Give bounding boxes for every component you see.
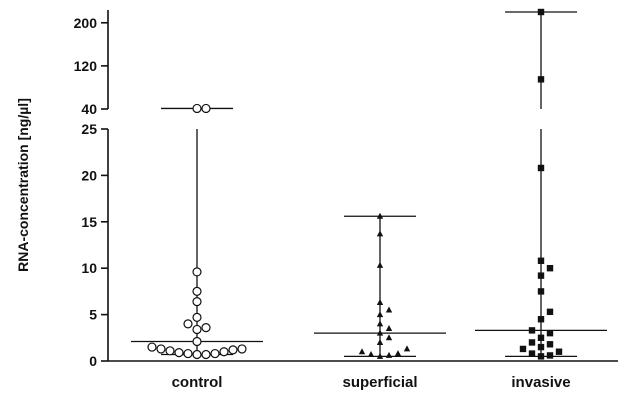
data-point-control xyxy=(192,349,202,360)
data-point-superficial xyxy=(376,212,384,219)
data-point-invasive xyxy=(519,345,527,353)
data-point-invasive xyxy=(537,76,545,83)
x-category-labels: control superficial invasive xyxy=(172,374,571,391)
y-tick-label: 120 xyxy=(74,58,98,74)
data-point-invasive xyxy=(537,257,545,264)
data-point-superficial xyxy=(385,334,393,341)
y-tick-label: 10 xyxy=(81,260,97,276)
data-point-invasive xyxy=(537,343,545,351)
data-point-invasive xyxy=(528,339,536,346)
data-point-superficial xyxy=(376,299,384,306)
data-point-superficial xyxy=(367,351,375,358)
data-point-superficial xyxy=(376,338,384,345)
median-lines xyxy=(131,329,607,343)
data-point-control xyxy=(192,336,202,347)
data-point-superficial xyxy=(385,351,393,358)
data-point-control xyxy=(201,349,211,360)
y-axis-title: RNA-concentration [ng/µl] xyxy=(15,98,31,272)
data-point-control xyxy=(192,297,202,307)
data-point-invasive xyxy=(546,308,554,316)
data-point-invasive xyxy=(528,327,536,334)
data-point-superficial xyxy=(376,261,384,268)
data-point-control xyxy=(147,342,157,352)
axes xyxy=(107,10,618,362)
data-point-invasive xyxy=(537,316,545,323)
y-tick-label: 15 xyxy=(81,214,97,230)
x-category-label: invasive xyxy=(511,374,570,391)
data-point-control xyxy=(192,267,202,277)
data-point-superficial xyxy=(358,348,366,355)
data-point-invasive xyxy=(537,288,545,295)
data-point-control xyxy=(210,348,220,359)
y-tick-label: 200 xyxy=(74,15,98,31)
data-point-superficial xyxy=(376,352,384,359)
y-tick-label: 25 xyxy=(81,121,97,137)
data-point-invasive xyxy=(537,8,545,16)
data-point-invasive xyxy=(537,272,545,279)
data-point-control xyxy=(192,324,202,335)
data-point-control xyxy=(228,345,238,355)
data-point-invasive xyxy=(537,353,545,360)
data-point-superficial xyxy=(403,345,411,352)
data-point-superficial xyxy=(394,350,402,357)
data-point-superficial xyxy=(385,325,393,332)
data-point-control xyxy=(201,103,211,114)
data-point-control xyxy=(174,348,184,358)
data-point-control xyxy=(237,344,247,354)
data-point-control xyxy=(192,312,202,322)
data-point-control xyxy=(192,286,202,296)
data-point-control xyxy=(201,322,211,333)
data-point-superficial xyxy=(376,329,384,336)
data-point-control xyxy=(165,346,175,356)
data-point-invasive xyxy=(546,329,554,337)
x-category-label: superficial xyxy=(342,374,417,391)
data-point-control xyxy=(219,347,229,357)
range-lines xyxy=(161,11,577,358)
x-category-label: control xyxy=(172,374,223,391)
y-ticks: 0 5 10 15 20 25 40 120 200 xyxy=(74,15,108,369)
data-point-invasive xyxy=(528,350,536,357)
data-point-invasive xyxy=(546,341,554,348)
data-point-invasive xyxy=(537,164,545,172)
data-point-superficial xyxy=(376,230,384,237)
data-point-superficial xyxy=(385,306,393,313)
data-point-control xyxy=(183,319,193,329)
data-point-control xyxy=(156,344,166,354)
y-tick-label: 20 xyxy=(81,167,97,183)
y-tick-label: 0 xyxy=(89,353,97,369)
data-point-invasive xyxy=(546,265,554,272)
data-point-superficial xyxy=(376,311,384,318)
data-points xyxy=(147,8,563,360)
data-point-invasive xyxy=(537,334,545,341)
data-point-superficial xyxy=(376,320,384,327)
y-tick-label: 5 xyxy=(89,307,97,323)
data-point-invasive xyxy=(546,352,554,359)
y-tick-label: 40 xyxy=(81,101,97,117)
data-point-control xyxy=(183,348,193,359)
data-point-control xyxy=(192,103,202,114)
data-point-invasive xyxy=(555,348,563,355)
